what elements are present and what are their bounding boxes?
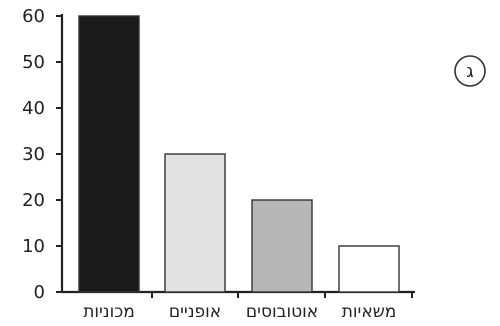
panel-label: ג — [466, 61, 473, 82]
y-tick-label: 0 — [34, 282, 45, 303]
y-tick-label: 10 — [22, 236, 45, 257]
x-category-label: מכוניות — [83, 302, 135, 322]
bars — [78, 15, 400, 293]
labels: 0 10 20 30 40 50 60 מכוניות אופניים אוטובוסים משאי… — [22, 6, 396, 322]
bar-4 — [338, 245, 400, 293]
bar-3 — [251, 199, 313, 293]
x-category-label: משאיות — [342, 302, 397, 322]
panel-badge-circle — [454, 55, 486, 87]
y-tick-label: 50 — [22, 52, 45, 73]
y-tick-label: 20 — [22, 190, 45, 211]
x-category-label: אופניים — [169, 302, 221, 322]
y-tick-label: 30 — [22, 144, 45, 165]
y-tick-label: 40 — [22, 98, 45, 119]
bar-2 — [164, 153, 226, 293]
x-category-label: אוטובוסים — [246, 302, 318, 322]
y-tick-label: 60 — [22, 6, 45, 27]
panel-badge: ג — [454, 55, 486, 87]
bar-1 — [78, 15, 140, 293]
